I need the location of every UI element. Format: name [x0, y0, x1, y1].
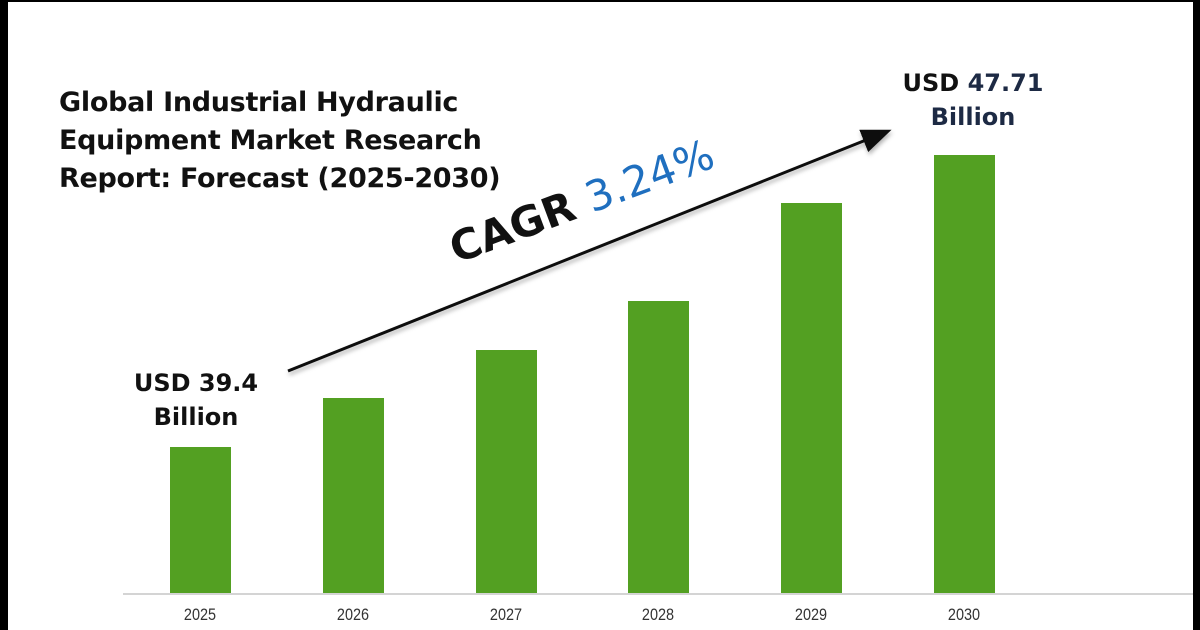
chart-title-line-3: Report: Forecast (2025-2030)	[59, 163, 501, 194]
trend-arrow-icon	[287, 129, 892, 373]
end-currency-text: USD	[902, 69, 960, 97]
end-unit-text: Billion	[930, 103, 1016, 131]
chart-title: Global Industrial Hydraulic Equipment Ma…	[59, 84, 501, 198]
bar-2027	[476, 350, 537, 593]
bar-2029	[781, 203, 842, 593]
x-axis-label-2027: 2027	[489, 605, 523, 624]
x-axis-label-2029: 2029	[794, 605, 828, 624]
end-value-callout: USD 47.71 Billion	[893, 66, 1053, 134]
x-axis-label-2026: 2026	[336, 605, 370, 624]
x-axis-label-2030: 2030	[947, 605, 981, 624]
bar-2030	[934, 155, 995, 593]
bar-2026	[323, 398, 384, 593]
chart-title-line-1: Global Industrial Hydraulic	[59, 87, 459, 118]
bar-2025	[170, 447, 231, 593]
x-axis-label-2028: 2028	[641, 605, 675, 624]
x-axis-line	[123, 593, 1193, 595]
x-axis-label-2025: 2025	[183, 605, 217, 624]
chart-title-line-2: Equipment Market Research	[59, 125, 482, 156]
start-unit-text: Billion	[153, 403, 239, 431]
bar-2028	[628, 301, 689, 593]
start-value-text: USD 39.4	[133, 369, 259, 397]
start-value-callout: USD 39.4 Billion	[126, 366, 266, 434]
chart-canvas: Global Industrial Hydraulic Equipment Ma…	[8, 2, 1193, 630]
end-value-text: 47.71	[967, 69, 1044, 97]
